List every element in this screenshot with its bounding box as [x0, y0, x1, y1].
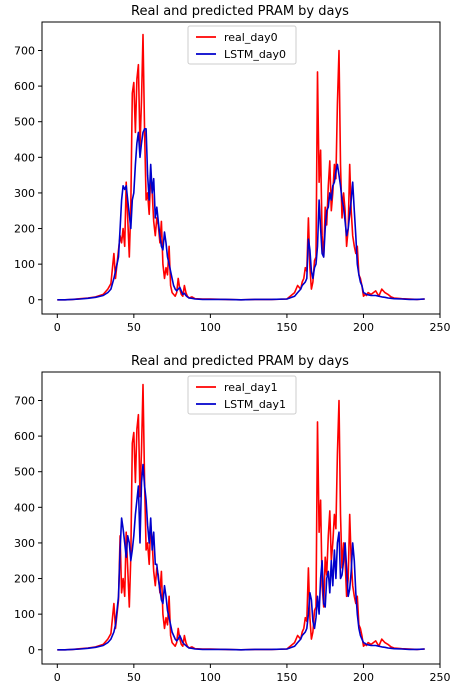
series-line-lstm-day1 — [57, 463, 425, 651]
x-tick-label: 250 — [430, 321, 451, 334]
axis-ticks: 0 50 100 150 200 250 0 100 200 300 400 500 600 700 — [14, 394, 451, 684]
x-tick-label: 50 — [127, 321, 141, 334]
legend-label-real: real_day0 — [224, 31, 278, 44]
y-tick-label: 0 — [28, 644, 35, 657]
y-tick-label: 0 — [28, 294, 35, 307]
series-line-real-day0 — [57, 33, 425, 301]
y-tick-label: 500 — [14, 116, 35, 129]
chart-title: Real and predicted PRAM by days — [131, 4, 349, 19]
plot-frame — [41, 371, 441, 665]
chart-panel-top: Real and predicted PRAM by days 0 50 100 15… — [14, 4, 451, 334]
y-tick-label: 700 — [14, 394, 35, 407]
x-tick-label: 200 — [353, 321, 374, 334]
legend: real_day1 LSTM_day1 — [187, 375, 297, 415]
series-line-real-day1 — [57, 383, 425, 651]
x-tick-label: 0 — [54, 671, 61, 684]
x-tick-label: 100 — [200, 671, 221, 684]
chart-title: Real and predicted PRAM by days — [131, 354, 349, 369]
y-tick-label: 600 — [14, 430, 35, 443]
series-layer — [57, 33, 425, 301]
y-tick-label: 400 — [14, 501, 35, 514]
y-tick-label: 600 — [14, 80, 35, 93]
y-tick-label: 200 — [14, 223, 35, 236]
series-line-lstm-day0 — [57, 128, 425, 301]
legend: real_day0 LSTM_day0 — [187, 25, 297, 65]
series-layer — [57, 383, 425, 651]
x-tick-label: 100 — [200, 321, 221, 334]
x-tick-label: 200 — [353, 671, 374, 684]
x-tick-label: 250 — [430, 671, 451, 684]
chart-panel-bottom: Real and predicted PRAM by days 0 50 100 15… — [14, 354, 451, 684]
y-tick-label: 100 — [14, 258, 35, 271]
x-tick-label: 150 — [276, 671, 297, 684]
y-tick-label: 500 — [14, 466, 35, 479]
y-tick-label: 700 — [14, 44, 35, 57]
legend-label-lstm: LSTM_day1 — [224, 398, 286, 411]
legend-label-real: real_day1 — [224, 381, 278, 394]
y-tick-label: 400 — [14, 151, 35, 164]
y-tick-label: 300 — [14, 537, 35, 550]
y-tick-label: 200 — [14, 573, 35, 586]
plot-frame — [41, 21, 441, 315]
y-tick-label: 100 — [14, 608, 35, 621]
x-tick-label: 50 — [127, 671, 141, 684]
x-tick-label: 150 — [276, 321, 297, 334]
axis-ticks: 0 50 100 150 200 250 0 100 200 300 400 500 600 700 — [14, 44, 451, 334]
x-tick-label: 0 — [54, 321, 61, 334]
y-tick-label: 300 — [14, 187, 35, 200]
legend-label-lstm: LSTM_day0 — [224, 48, 286, 61]
